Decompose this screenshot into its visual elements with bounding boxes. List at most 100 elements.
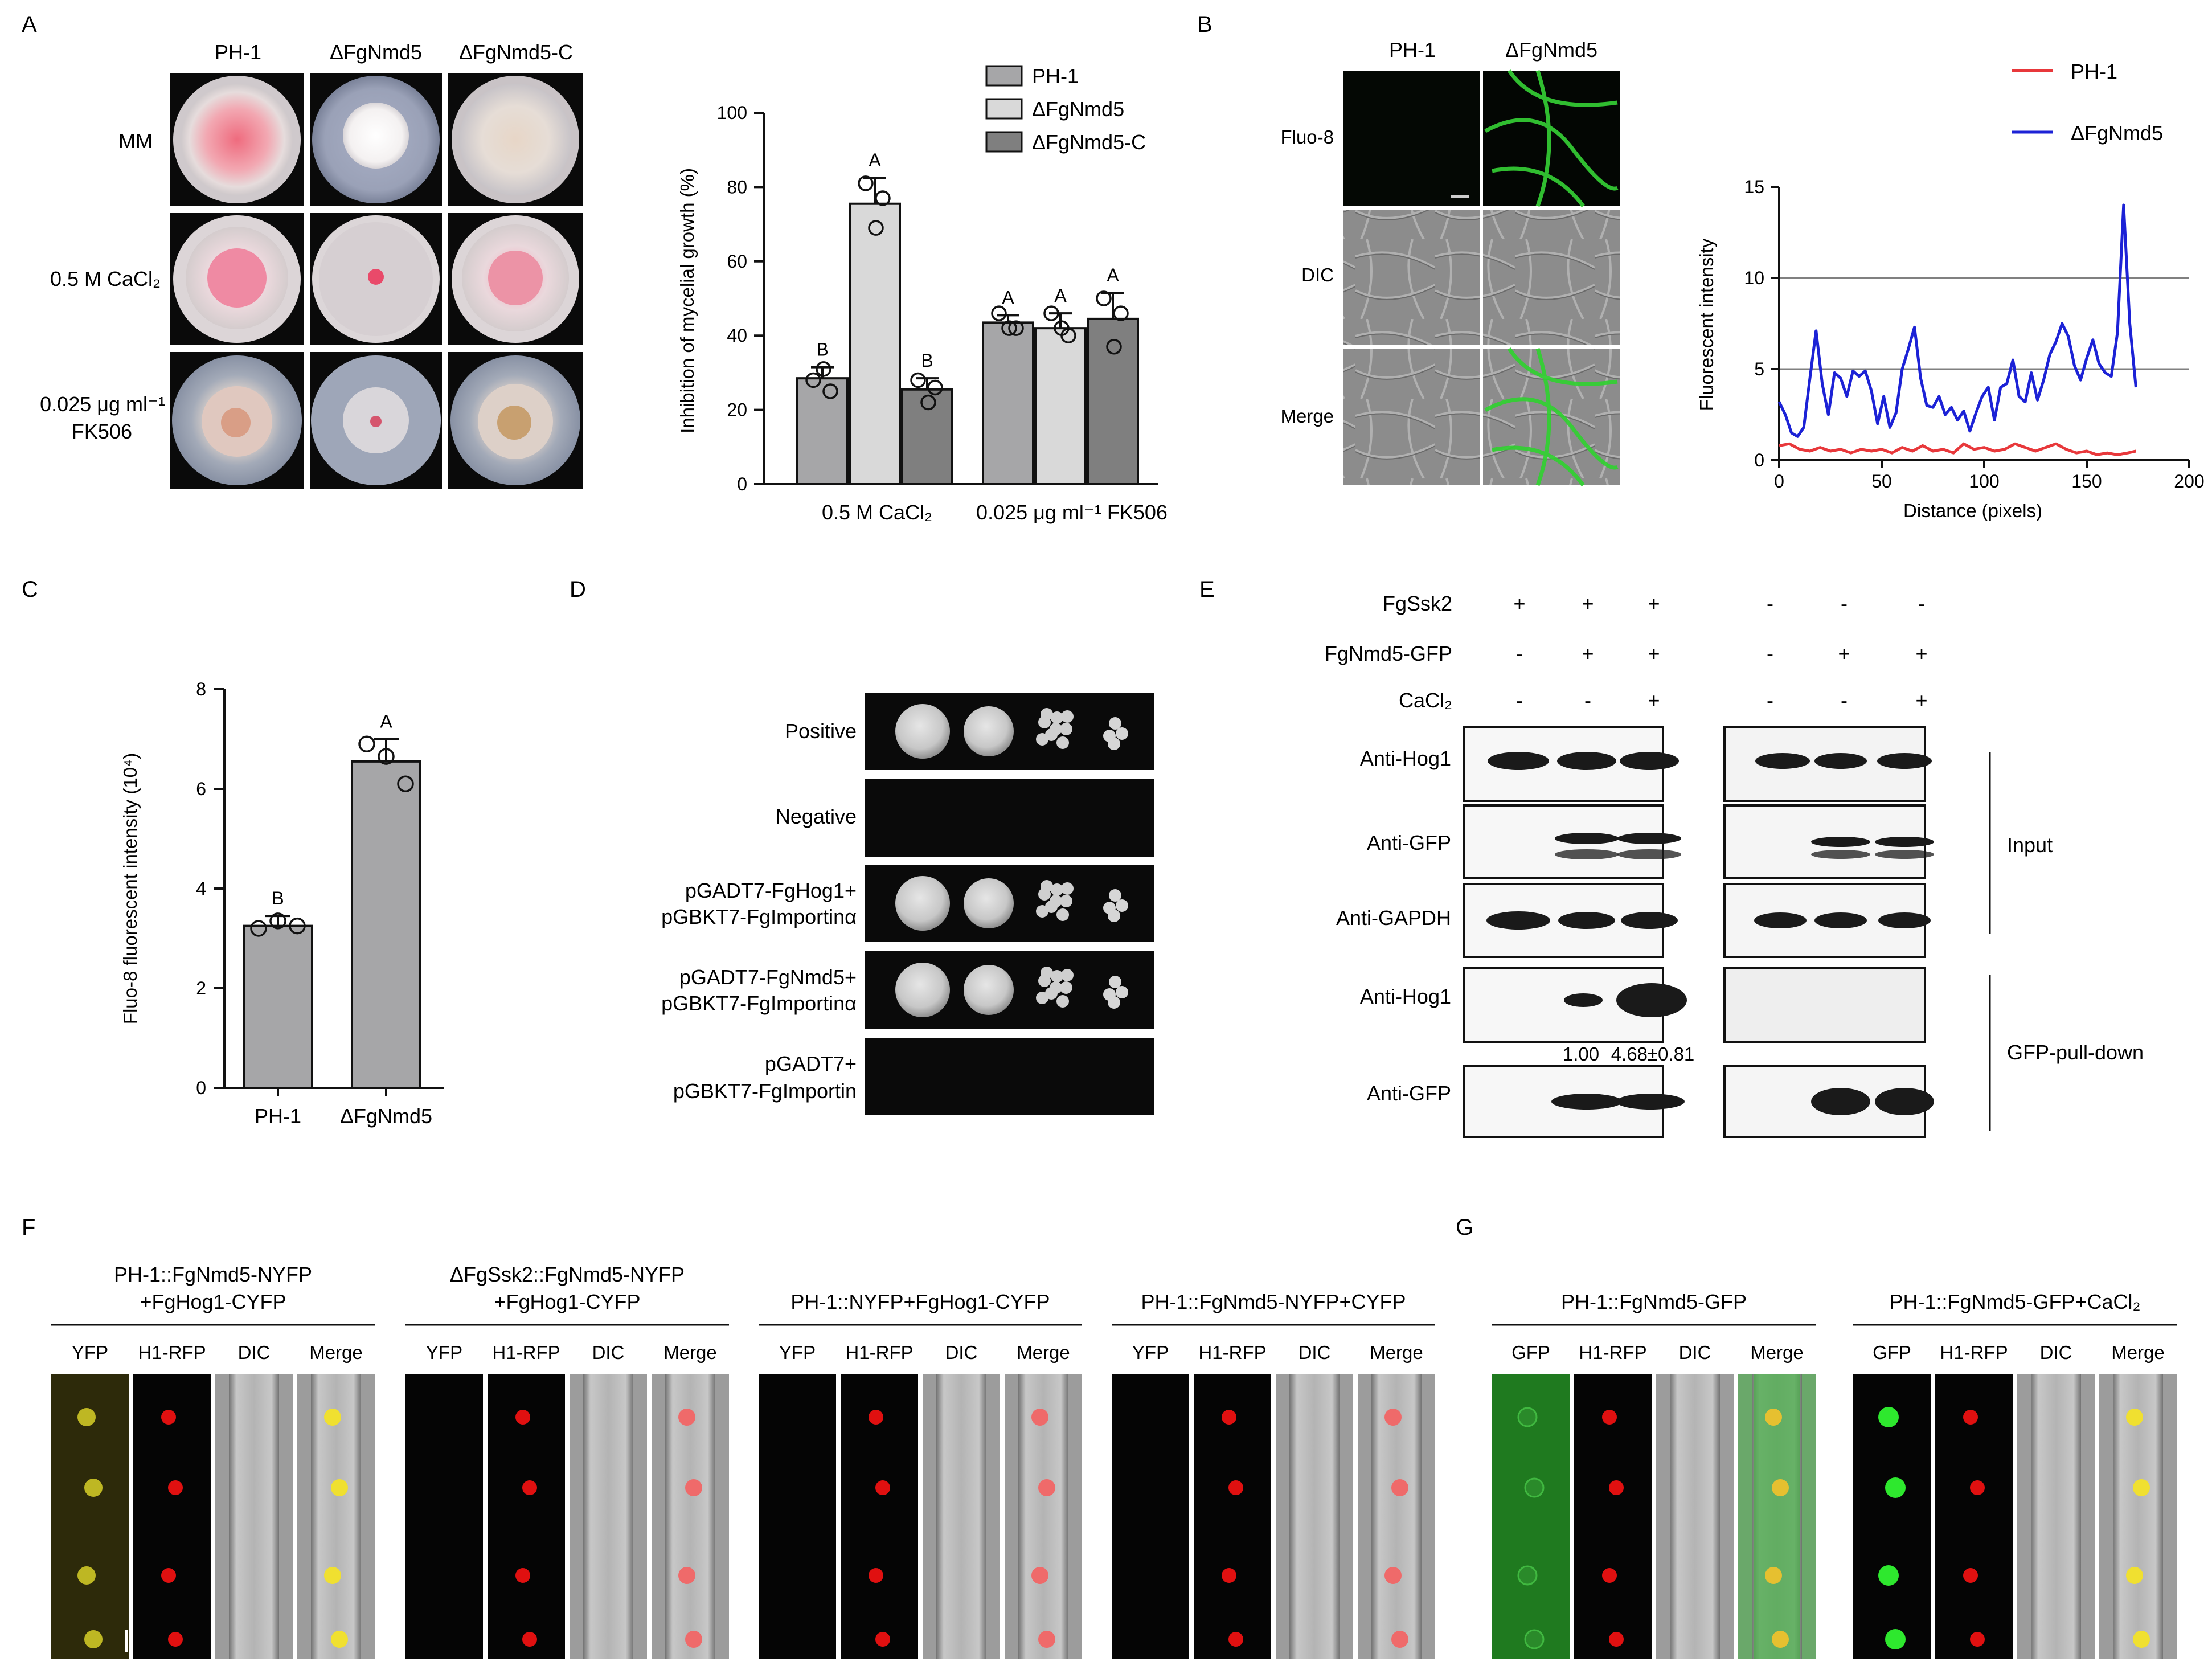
micro-nucleus-merge-4-0	[1765, 1409, 1782, 1426]
y2h-plate-row-1	[865, 779, 1154, 857]
y2h-colony-0-4	[1056, 736, 1069, 749]
panelA-ytick-label-3: 60	[727, 251, 747, 272]
panelC-xcat-1: ΔFgNmd5	[340, 1104, 432, 1128]
y2h-colony-0-8	[1061, 710, 1074, 723]
micro-nucleus-yfp-0-1	[84, 1479, 103, 1497]
panelC-ytick-label-0: 0	[196, 1078, 206, 1098]
panelC-ytick-label-1: 2	[196, 978, 206, 998]
micro-channel-3-1: H1-RFP	[1198, 1342, 1266, 1363]
micro-nucleus-rfp-4-0	[1602, 1410, 1617, 1425]
legend-dfgnmd5: ΔFgNmd5	[1032, 97, 1124, 121]
y2h-spot-2-1	[964, 878, 1014, 928]
micro-channel-1-2: DIC	[592, 1342, 625, 1363]
panelA-column-dfgnmd5: ΔFgNmd5	[330, 40, 422, 64]
panelB-xlabel: Distance (pixels)	[1903, 500, 2042, 521]
y2h-colony-2-6	[1050, 895, 1062, 907]
sign-2-5: +	[1915, 689, 1927, 712]
panelA-letter-0-2: B	[921, 350, 933, 371]
y2h-colony-3-4	[1056, 995, 1069, 1008]
panel-label-a: A	[22, 12, 37, 37]
panelA-xcat-0: 0.5 M CaCl₂	[822, 501, 932, 524]
panelC-ytick-label-4: 8	[196, 679, 206, 699]
y2h-colony4-3-1	[1116, 986, 1128, 998]
y2h-colony-3-1	[1051, 970, 1063, 983]
y2h-colony4-0-3	[1108, 738, 1120, 750]
panelB-xtick-label-1: 50	[1871, 471, 1892, 492]
panelA-bar-0-0	[796, 377, 849, 485]
micro-img-1-0	[405, 1374, 483, 1659]
sign-1-0: -	[1516, 642, 1523, 665]
micro-channel-3-0: YFP	[1132, 1342, 1169, 1363]
y2h-colony-0-1	[1051, 711, 1063, 724]
y2h-colony-2-5	[1036, 905, 1048, 918]
micro-nucleus-merge-2-3	[1038, 1631, 1055, 1648]
panelB-ytick-label-3: 15	[1744, 177, 1764, 197]
micro-hypha-3-2	[1289, 1374, 1340, 1659]
panelA-bar-1-1	[1034, 327, 1087, 485]
panelA-point-0-2-2	[920, 394, 936, 411]
micro-nucleus-merge-4-1	[1772, 1479, 1789, 1496]
micro-hypha-0-2	[229, 1374, 279, 1659]
y2h-colony4-3-3	[1108, 996, 1120, 1009]
panelC-point-1-2	[397, 775, 414, 792]
micro-nucleus-rfp-0-2	[161, 1568, 176, 1583]
micro-channel-2-0: YFP	[779, 1342, 816, 1363]
panelD-row3-line2: pGBKT7-FgImportinα	[661, 905, 857, 928]
panelA-ylabel: Inhibition of mycelial growth (%)	[677, 168, 698, 433]
panelA-bar-1-0	[982, 321, 1034, 485]
y2h-spot-0-1	[964, 706, 1014, 756]
micro-hypha-4-2	[1670, 1374, 1720, 1659]
micro-nucleus-merge-2-2	[1031, 1567, 1048, 1584]
panelA-point-0-2-0	[910, 372, 926, 388]
micro-nucleus-rfp-5-0	[1963, 1410, 1978, 1425]
panelA-column-ph1: PH-1	[215, 40, 261, 64]
fluo8-ph1	[1343, 71, 1480, 206]
panelA-bar-1-2	[1087, 317, 1139, 485]
panelC-xcat-0: PH-1	[255, 1104, 301, 1128]
panelA-letter-1-0: A	[1002, 287, 1014, 308]
panelA-point-1-1-2	[1054, 320, 1070, 336]
panelA-letter-1-2: A	[1107, 265, 1119, 285]
micro-channel-3-2: DIC	[1298, 1342, 1331, 1363]
micro-nucleus-gfp-5-1	[1885, 1477, 1906, 1498]
panelA-row-fk506-line2: FK506	[72, 420, 132, 443]
panelA-bar-0-2	[901, 388, 953, 485]
sign-0-5: -	[1918, 592, 1925, 615]
dic-ph1	[1343, 210, 1480, 345]
panelC-ylabel: Fluo-8 fluorescent intensity (10⁴)	[120, 753, 141, 1024]
panelB-legend-ph1: PH-1	[2071, 60, 2117, 83]
y2h-colony-2-1	[1051, 883, 1063, 896]
micro-img-2-0	[759, 1374, 836, 1659]
micro-channel-2-1: H1-RFP	[845, 1342, 913, 1363]
micro-nucleus-rfp-3-1	[1228, 1480, 1243, 1495]
y2h-colony-0-7	[1041, 708, 1053, 721]
y2h-colony4-0-0	[1109, 717, 1121, 730]
micro-nucleus-rfp-2-0	[869, 1410, 883, 1425]
quant-2: 4.68±0.81	[1611, 1043, 1695, 1065]
panelA-row-fk506-line1: 0.025 μg ml⁻¹	[40, 392, 165, 416]
sign-2-3: -	[1767, 689, 1773, 712]
micro-nucleus-merge-1-2	[678, 1567, 695, 1584]
panel-label-c: C	[22, 577, 38, 602]
micro-channel-0-3: Merge	[309, 1342, 363, 1363]
panelA-point-0-1-0	[858, 175, 874, 191]
panelA-legend: PH-1 ΔFgNmd5 ΔFgNmd5-C	[985, 64, 1146, 154]
y2h-plate-row-4	[865, 1038, 1154, 1115]
panelB-legend: PH-1 ΔFgNmd5	[2012, 60, 2163, 145]
panelA-plates: PH-1 ΔFgNmd5 ΔFgNmd5-C MM 0.5 M CaCl₂ 0.…	[40, 40, 583, 489]
panelB-row-merge: Merge	[1280, 406, 1334, 427]
micro-nucleus-merge-1-3	[685, 1631, 702, 1648]
micro-title1-3: PH-1::FgNmd5-NYFP+CYFP	[1141, 1290, 1406, 1313]
sign-0-2: +	[1648, 592, 1660, 615]
micro-hypha-5-2	[2031, 1374, 2081, 1659]
micro-title1-5: PH-1::FgNmd5-GFP+CaCl₂	[1889, 1290, 2140, 1313]
legend-swatch-dfgnmd5	[985, 98, 1023, 120]
panelB-row-dic: DIC	[1301, 264, 1334, 285]
blot-label-input-gapdh: Anti-GAPDH	[1336, 906, 1451, 930]
panelA-point-1-1-0	[1043, 305, 1059, 321]
micro-nucleus-merge-1-1	[685, 1479, 702, 1496]
panelE-cond-fgssk2: FgSsk2	[1383, 592, 1452, 615]
micro-nucleus-rfp-4-3	[1609, 1632, 1624, 1647]
panelB-ylabel: Fluorescent intensity	[1696, 238, 1717, 411]
micro-title1-1: ΔFgSsk2::FgNmd5-NYFP	[450, 1263, 685, 1286]
